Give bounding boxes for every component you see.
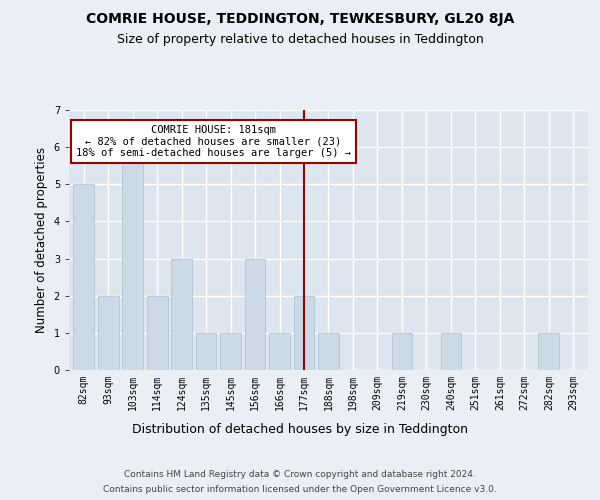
Bar bbox=[147, 296, 167, 370]
Text: Contains HM Land Registry data © Crown copyright and database right 2024.: Contains HM Land Registry data © Crown c… bbox=[124, 470, 476, 479]
Bar bbox=[245, 258, 265, 370]
Bar bbox=[392, 333, 412, 370]
Text: COMRIE HOUSE, TEDDINGTON, TEWKESBURY, GL20 8JA: COMRIE HOUSE, TEDDINGTON, TEWKESBURY, GL… bbox=[86, 12, 514, 26]
Bar bbox=[220, 333, 241, 370]
Text: Distribution of detached houses by size in Teddington: Distribution of detached houses by size … bbox=[132, 422, 468, 436]
Bar bbox=[73, 184, 94, 370]
Text: COMRIE HOUSE: 181sqm
← 82% of detached houses are smaller (23)
18% of semi-detac: COMRIE HOUSE: 181sqm ← 82% of detached h… bbox=[76, 125, 351, 158]
Bar bbox=[196, 333, 217, 370]
Bar bbox=[440, 333, 461, 370]
Bar bbox=[538, 333, 559, 370]
Text: Size of property relative to detached houses in Teddington: Size of property relative to detached ho… bbox=[116, 32, 484, 46]
Bar bbox=[318, 333, 339, 370]
Text: Contains public sector information licensed under the Open Government Licence v3: Contains public sector information licen… bbox=[103, 485, 497, 494]
Bar bbox=[293, 296, 314, 370]
Bar bbox=[171, 258, 192, 370]
Bar bbox=[269, 333, 290, 370]
Bar bbox=[122, 147, 143, 370]
Bar bbox=[98, 296, 119, 370]
Y-axis label: Number of detached properties: Number of detached properties bbox=[35, 147, 48, 333]
